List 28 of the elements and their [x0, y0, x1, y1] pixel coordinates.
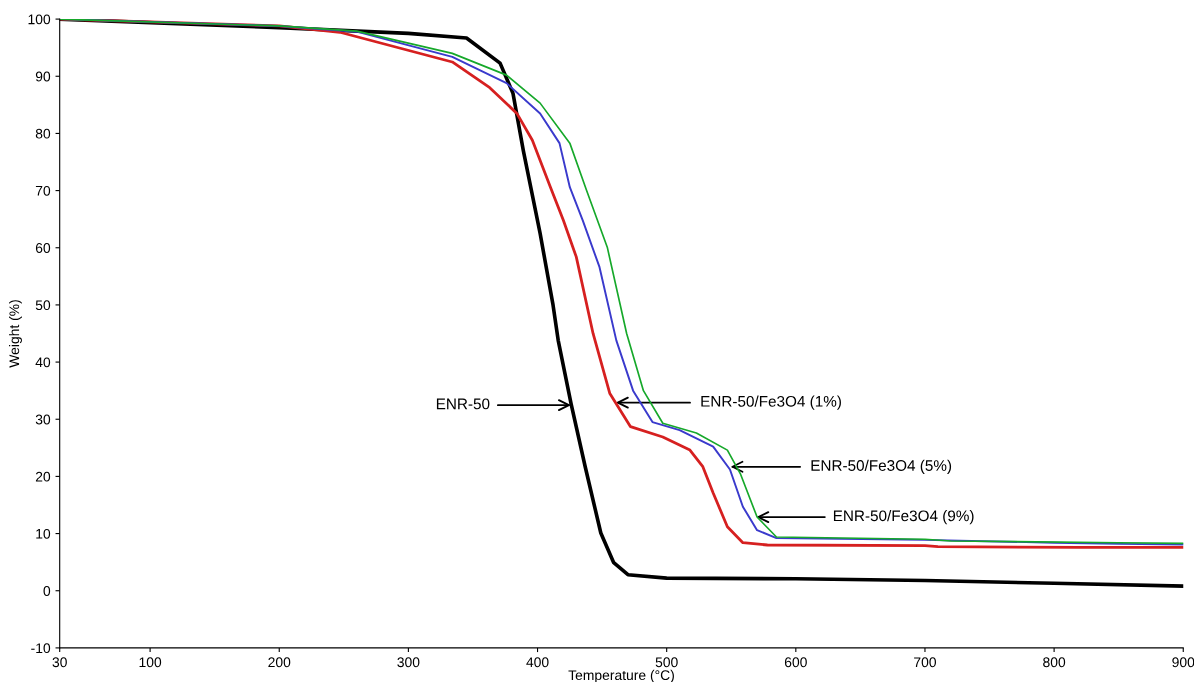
y-tick-label: 30 [35, 414, 51, 425]
x-tick-label: 200 [268, 657, 291, 668]
annotation: ENR-50/Fe3O4 (9%) [833, 509, 974, 525]
x-tick-label: 300 [397, 657, 420, 668]
x-tick-label: 900 [1172, 657, 1194, 668]
y-tick-label: 70 [35, 185, 51, 196]
y-tick-label: 50 [35, 300, 51, 311]
y-tick-label: 0 [43, 586, 51, 596]
y-tick-label: 100 [28, 14, 51, 25]
y-tick-label: 10 [36, 528, 51, 539]
annotation: ENR-50/Fe3O4 (5%) [811, 459, 952, 474]
x-tick-label: 400 [526, 657, 549, 668]
y-axis-title: Weight (%) [9, 300, 22, 368]
y-tick-label: 60 [35, 243, 51, 253]
x-tick-label: 100 [139, 657, 162, 668]
x-tick-label: 800 [1043, 657, 1066, 668]
y-tick-label: 80 [35, 128, 51, 139]
annotation: ENR-50 [436, 398, 490, 410]
y-tick-label: -10 [31, 643, 51, 654]
x-tick-label: 30 [52, 657, 67, 668]
y-tick-label: 40 [35, 357, 51, 368]
y-tick-label: 90 [35, 71, 51, 82]
x-tick-label: 500 [655, 657, 678, 668]
x-tick-label: 600 [784, 657, 807, 668]
x-axis-title: Temperature (°C) [568, 669, 674, 682]
annotation: ENR-50/Fe3O4 (1%) [701, 395, 841, 410]
y-tick-label: 20 [35, 471, 51, 482]
x-tick-label: 700 [914, 657, 937, 668]
